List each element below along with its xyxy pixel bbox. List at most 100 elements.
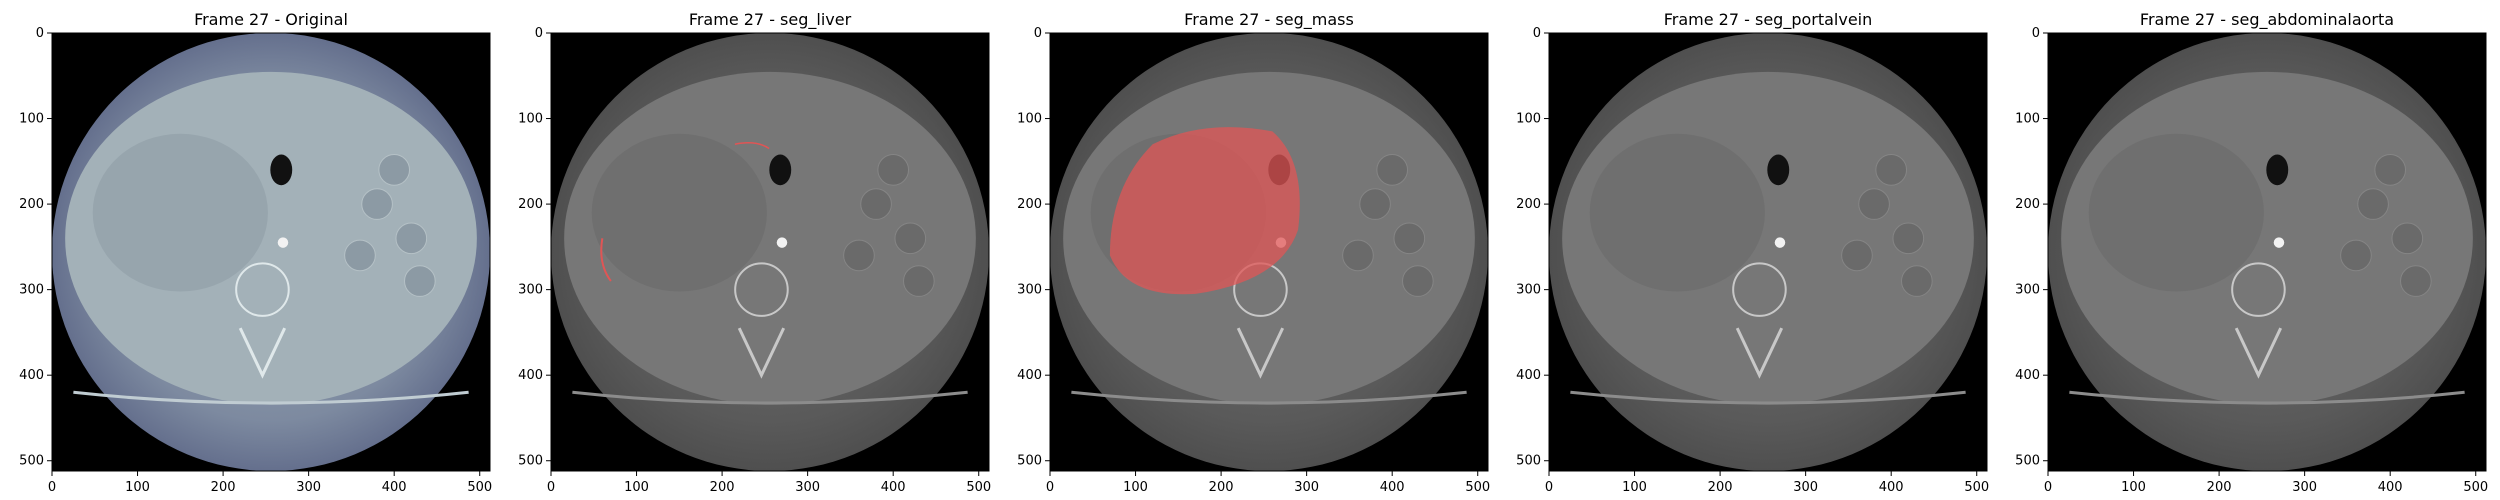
spinal-process [2234, 327, 2283, 379]
mass-segmentation-overlay [1109, 127, 1300, 295]
spinal-process [737, 327, 786, 379]
aorta-dot [2273, 237, 2285, 248]
x-tick-label: 300 [296, 480, 321, 495]
organ-region [2088, 133, 2264, 292]
x-tick-label: 0 [2044, 480, 2052, 495]
bowel-loop [860, 188, 892, 220]
x-tick-label: 200 [2207, 480, 2232, 495]
aorta-dot [776, 237, 788, 248]
x-tick-label: 100 [1622, 480, 1647, 495]
liver-segmentation-overlay [734, 142, 770, 150]
x-tick-label: 300 [795, 480, 820, 495]
y-tick-label: 200 [2015, 197, 2040, 212]
bowel-loop [2400, 265, 2432, 297]
panel-title: Frame 27 - seg_portalvein [1664, 10, 1873, 30]
x-tick-label: 300 [1793, 480, 1818, 495]
x-tick-label: 100 [1123, 480, 1148, 495]
bowel-loop [2374, 154, 2407, 186]
x-tick-label: 500 [1465, 480, 1490, 495]
y-tick-label: 500 [19, 454, 44, 469]
organ-region [92, 133, 268, 292]
y-tick-label: 300 [2015, 283, 2040, 298]
bowel-loop [1875, 154, 1908, 186]
y-tick-label: 100 [1516, 112, 1541, 127]
bowel-loop [344, 239, 376, 272]
x-tick-label: 100 [2121, 480, 2146, 495]
panel: Frame 27 - seg_abdominalaorta 0 100 200 300 4… [2015, 10, 2488, 495]
y-tick-label: 500 [518, 454, 543, 469]
y-tick-label: 0 [2032, 26, 2040, 41]
spinal-process [1735, 327, 1784, 379]
axes-frame [550, 32, 990, 472]
vertebra [2231, 262, 2286, 317]
bowel-loop [1402, 265, 1434, 297]
scanner-table [2069, 390, 2465, 405]
x-tick-label: 500 [1964, 480, 1989, 495]
x-tick-label: 200 [710, 480, 735, 495]
x-tick-label: 500 [2463, 480, 2488, 495]
y-tick-label: 100 [518, 112, 543, 127]
air-pocket [1767, 154, 1790, 186]
x-tick-label: 0 [547, 480, 555, 495]
panel-title: Frame 27 - Original [194, 10, 348, 29]
bowel-loop [1892, 222, 1925, 255]
organ-region [1589, 133, 1765, 292]
x-tick-label: 200 [1209, 480, 1234, 495]
liver-segmentation-overlay [600, 238, 612, 282]
y-tick-label: 300 [1017, 283, 1042, 298]
x-tick-label: 400 [2378, 480, 2403, 495]
y-tick-label: 300 [518, 283, 543, 298]
x-tick-label: 500 [966, 480, 991, 495]
air-pocket [2266, 154, 2289, 186]
axes-frame [2047, 32, 2487, 472]
bowel-loop [378, 154, 411, 186]
x-tick-label: 100 [125, 480, 150, 495]
bowel-loop [1359, 188, 1391, 220]
bowel-loop [894, 222, 927, 255]
y-tick-label: 0 [36, 26, 44, 41]
bowel-loop [2391, 222, 2424, 255]
aorta-dot [277, 237, 289, 248]
axes-frame [51, 32, 491, 472]
panel-title: Frame 27 - seg_abdominalaorta [2140, 10, 2394, 30]
bowel-loop [1841, 239, 1873, 272]
bowel-loop [2340, 239, 2372, 272]
y-tick-label: 300 [19, 283, 44, 298]
x-tick-label: 100 [624, 480, 649, 495]
y-tick-label: 100 [1017, 112, 1042, 127]
x-tick-label: 300 [2292, 480, 2317, 495]
x-tick-label: 200 [211, 480, 236, 495]
x-tick-label: 400 [1380, 480, 1405, 495]
bowel-loop [404, 265, 436, 297]
bowel-loop [1393, 222, 1426, 255]
axes-frame [1548, 32, 1988, 472]
y-tick-label: 500 [1516, 454, 1541, 469]
bowel-loop [903, 265, 935, 297]
y-tick-label: 200 [518, 197, 543, 212]
bowel-loop [1376, 154, 1409, 186]
scanner-table [1570, 390, 1966, 405]
panel: Frame 27 - seg_mass 0 100 200 300 400 500 0 100 2… [1017, 10, 1490, 495]
panel: Frame 27 - Original 0 100 200 300 400 500 0 100 2… [19, 10, 492, 495]
y-tick-label: 100 [2015, 112, 2040, 127]
bowel-loop [2357, 188, 2389, 220]
air-pocket [270, 154, 293, 186]
spinal-process [238, 327, 287, 379]
y-tick-label: 500 [2015, 454, 2040, 469]
bowel-loop [395, 222, 428, 255]
y-tick-label: 200 [1017, 197, 1042, 212]
x-tick-label: 0 [1545, 480, 1553, 495]
scanner-table [1071, 390, 1467, 405]
x-tick-label: 0 [48, 480, 56, 495]
y-tick-label: 0 [1533, 26, 1541, 41]
aorta-dot [1774, 237, 1786, 248]
x-tick-label: 300 [1294, 480, 1319, 495]
panel: Frame 27 - seg_liver 0 100 200 300 400 500 0 100… [518, 10, 991, 495]
y-tick-label: 200 [1516, 197, 1541, 212]
x-tick-label: 500 [467, 480, 492, 495]
panel: Frame 27 - seg_portalvein 0 100 200 300 400 50… [1516, 10, 1989, 495]
y-tick-label: 300 [1516, 283, 1541, 298]
organ-region [591, 133, 767, 292]
bowel-loop [843, 239, 875, 272]
vertebra [1732, 262, 1787, 317]
